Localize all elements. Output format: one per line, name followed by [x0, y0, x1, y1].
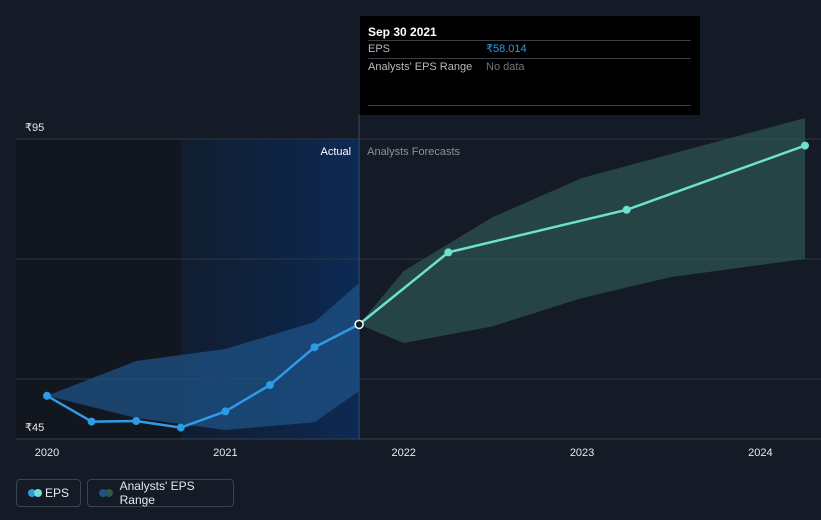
tooltip-range-value: No data: [486, 61, 525, 73]
eps-range-bands: [47, 118, 805, 430]
eps-point-actual: [265, 381, 274, 389]
legend-eps-toggle[interactable]: EPS: [16, 479, 81, 507]
forecast-section-label: Analysts Forecasts: [367, 146, 460, 158]
axis-labels: ₹95 ₹45 2020 2021 2022 2023 2024 Actual Analysts…: [25, 122, 773, 459]
legend-eps-label: EPS: [44, 486, 69, 500]
eps-point-forecast: [444, 248, 453, 257]
x-tick-label: 2023: [570, 447, 594, 459]
x-tick-label: 2022: [391, 447, 415, 459]
tooltip-divider: [368, 105, 691, 106]
tooltip-eps-label: EPS: [368, 43, 391, 55]
eps-point-actual: [221, 407, 230, 416]
data-tooltip: Sep 30 2021 EPS ₹58.014 Analysts' EPS Ra…: [360, 16, 700, 115]
eps-point-forecast: [801, 141, 809, 150]
eps-legend-icon: [28, 489, 42, 497]
tooltip-range-row: Analysts' EPS Range No data: [368, 58, 691, 76]
actual-section-label: Actual: [321, 146, 352, 158]
tooltip-date: Sep 30 2021: [368, 25, 437, 39]
eps-line-forecast: [358, 144, 806, 326]
eps-point-actual: [176, 423, 185, 432]
eps-point-actual: [310, 343, 319, 352]
eps-point-forecast: [622, 205, 631, 214]
eps-point-actual: [87, 417, 96, 426]
range-legend-icon: [99, 489, 113, 497]
tooltip-eps-row: EPS ₹58.014: [368, 40, 691, 58]
tooltip-eps-value: ₹58.014: [486, 43, 527, 55]
eps-points: [43, 141, 809, 432]
eps-point-actual: [354, 319, 364, 330]
range-band-actual: [47, 283, 360, 430]
eps-point-actual: [132, 417, 141, 425]
eps-line-actual: [46, 323, 360, 429]
y-tick-label: ₹45: [25, 422, 44, 434]
y-tick-label: ₹95: [25, 122, 44, 134]
range-band-forecast: [359, 118, 805, 343]
legend-range-toggle[interactable]: Analysts' EPS Range: [87, 479, 234, 507]
x-tick-label: 2024: [748, 447, 772, 459]
eps-point-actual: [43, 391, 51, 400]
tooltip-range-label: Analysts' EPS Range: [368, 61, 473, 73]
eps-lines: [46, 144, 806, 429]
x-tick-label: 2021: [213, 447, 237, 459]
x-tick-label: 2020: [35, 447, 59, 459]
legend-range-label: Analysts' EPS Range: [119, 479, 195, 507]
